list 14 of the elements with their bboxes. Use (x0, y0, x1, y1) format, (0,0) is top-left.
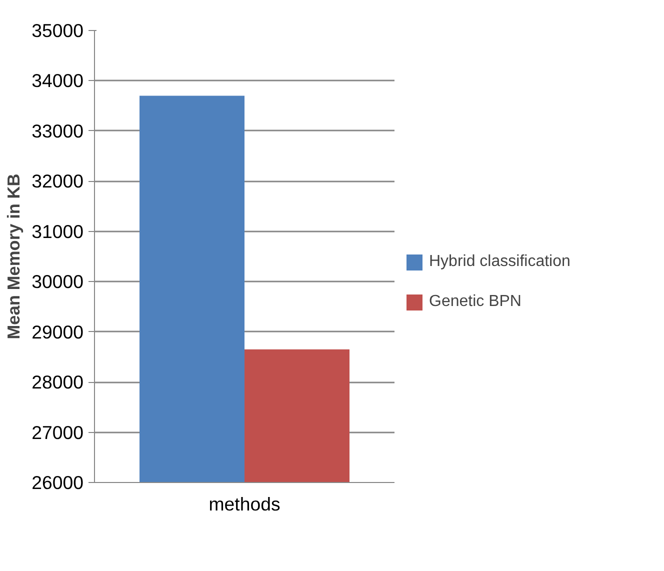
y-tick-label: 26000 (32, 472, 84, 493)
y-tick-label: 33000 (32, 120, 84, 142)
y-tick-label: 28000 (32, 372, 84, 393)
y-tick-label: 30000 (32, 271, 84, 292)
y-tick-label: 29000 (32, 321, 84, 342)
x-tick-label: methods (208, 494, 280, 514)
y-axis-title: Mean Memory in KB (4, 174, 24, 340)
y-tick-label: 31000 (32, 220, 84, 242)
legend-label: Genetic BPN (429, 293, 522, 311)
legend-label: Hybrid classification (429, 253, 570, 271)
y-tick-label: 27000 (32, 422, 84, 443)
y-tick-label: 34000 (32, 70, 84, 92)
y-tick-label: 35000 (32, 20, 84, 41)
y-tick-label: 32000 (32, 170, 84, 192)
